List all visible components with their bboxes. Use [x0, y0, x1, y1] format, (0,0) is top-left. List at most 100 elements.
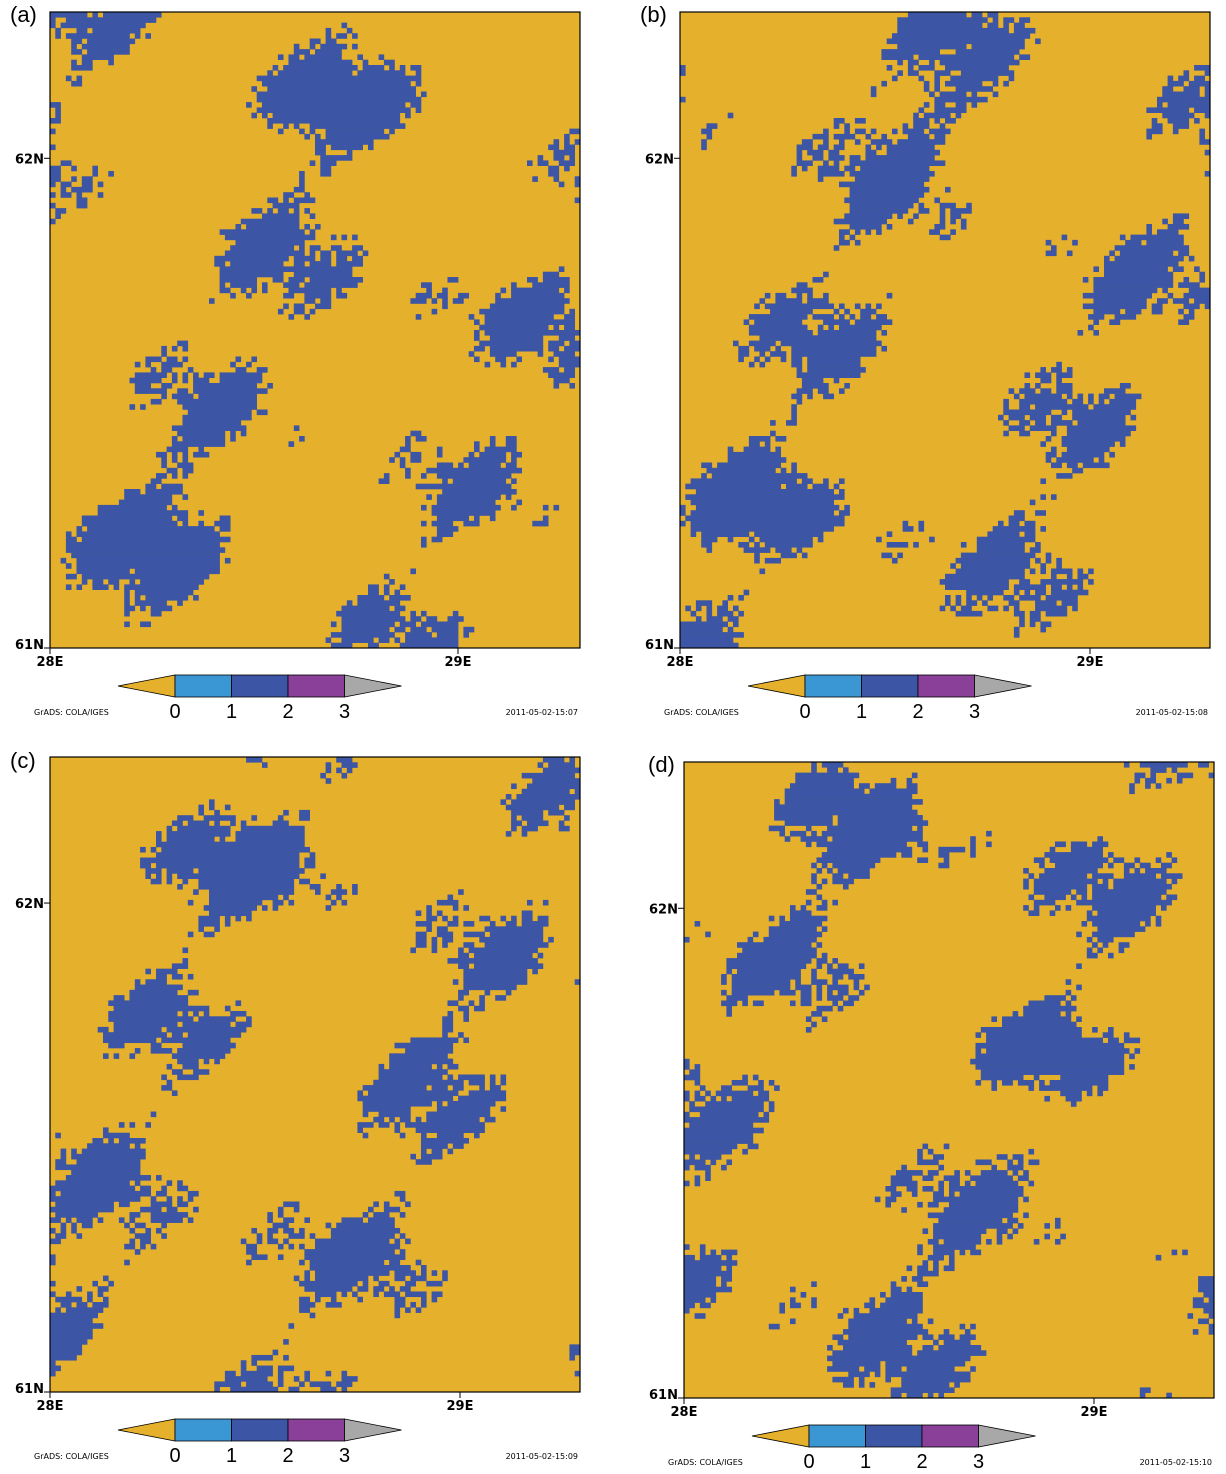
- lake-cell: [945, 600, 951, 606]
- lake-cell: [1013, 393, 1020, 400]
- lake-cell: [780, 467, 787, 474]
- lake-cell: [721, 1095, 727, 1102]
- lake-cell: [680, 510, 686, 516]
- lake-cell: [801, 165, 808, 172]
- lake-cell: [768, 931, 823, 938]
- lake-cell: [1033, 899, 1056, 906]
- lake-cell: [721, 1164, 727, 1171]
- lake-cell: [1093, 287, 1158, 294]
- lake-cell: [129, 1053, 136, 1059]
- lake-cell: [489, 345, 544, 352]
- lake-cell: [166, 873, 173, 880]
- lake-cell: [833, 123, 840, 129]
- lake-cell: [775, 298, 803, 304]
- lake-cell: [198, 510, 204, 516]
- lake-cell: [442, 936, 454, 943]
- lake-cell: [694, 1095, 706, 1102]
- lake-cell: [742, 1000, 748, 1007]
- lake-cell: [726, 963, 807, 969]
- lake-cell: [458, 1005, 469, 1012]
- lake-cell: [1028, 873, 1035, 879]
- lake-cell: [1167, 75, 1174, 82]
- lake-cell: [362, 1106, 411, 1112]
- lake-cell: [209, 899, 263, 906]
- lake-cell: [415, 314, 422, 320]
- lake-cell: [933, 1223, 1013, 1229]
- lake-cell: [378, 1063, 385, 1070]
- lake-cell: [938, 852, 950, 858]
- lake-cell: [410, 451, 422, 458]
- lake-cell: [780, 340, 882, 347]
- lake-cell: [150, 1042, 162, 1049]
- lake-cell: [421, 1296, 427, 1303]
- lake-cell: [399, 462, 406, 469]
- lake-cell: [1035, 600, 1057, 606]
- lake-cell: [336, 287, 342, 294]
- lake-cell: [971, 43, 1025, 50]
- lake-cell: [171, 1053, 226, 1059]
- lake-cell: [511, 292, 565, 299]
- lake-cell: [966, 202, 972, 209]
- plot-frame: [679, 11, 1211, 649]
- lake-cell: [960, 605, 972, 612]
- lake-cell: [288, 277, 305, 283]
- lake-cell: [436, 931, 454, 938]
- lake-cell: [1065, 1000, 1072, 1007]
- lake-cell: [1019, 430, 1031, 437]
- lake-cell: [1150, 767, 1167, 773]
- lake-cell: [1171, 1249, 1178, 1256]
- lake-cell: [913, 213, 919, 219]
- lake-cell: [55, 107, 61, 113]
- lake-cell: [50, 1344, 83, 1350]
- lake-cell: [150, 605, 173, 612]
- lake-cell: [489, 335, 544, 341]
- lake-cell: [1040, 526, 1046, 532]
- lake-cell: [108, 59, 114, 66]
- lake-cell: [897, 59, 903, 66]
- lake-cell: [177, 873, 300, 880]
- lake-cell: [410, 610, 416, 617]
- lake-cell: [844, 308, 850, 315]
- lake-cell: [71, 165, 77, 172]
- lake-cell: [1023, 1196, 1029, 1203]
- lake-cell: [828, 155, 845, 161]
- lake-cell: [277, 1376, 284, 1382]
- lake-cell: [970, 1058, 1125, 1065]
- lake-cell: [405, 473, 411, 479]
- lake-cell: [60, 186, 67, 193]
- lake-cell: [950, 229, 956, 235]
- lake-cell: [786, 483, 808, 490]
- lake-cell: [357, 1122, 374, 1128]
- lake-cell: [796, 372, 861, 378]
- lake-cell: [288, 1243, 295, 1250]
- lake-cell: [933, 1339, 939, 1346]
- lake-cell: [458, 952, 469, 959]
- lake-cell: [320, 160, 337, 166]
- lake-cell: [705, 931, 711, 938]
- lake-cell: [558, 335, 575, 341]
- lake-cell: [885, 1186, 897, 1192]
- lake-cell: [1033, 905, 1040, 911]
- lake-cell: [214, 261, 226, 267]
- lake-cell: [726, 1011, 732, 1017]
- lake-cell: [1065, 979, 1072, 985]
- lake-cell: [214, 809, 220, 816]
- lake-cell: [1029, 499, 1036, 506]
- lake-cell: [198, 926, 204, 932]
- lake-cell: [976, 547, 1025, 553]
- lake-cell: [907, 65, 914, 71]
- lake-cell: [368, 1090, 459, 1096]
- lake-cell: [346, 600, 353, 606]
- lake-cell: [812, 155, 824, 161]
- lake-cell: [463, 931, 485, 938]
- lake-cell: [816, 883, 823, 890]
- lake-cell: [768, 1323, 780, 1330]
- lake-cell: [949, 1201, 1019, 1208]
- lake-cell: [209, 804, 215, 811]
- lake-cell: [680, 637, 734, 643]
- lake-cell: [906, 777, 913, 784]
- lake-cell: [399, 1116, 411, 1123]
- lake-cell: [1044, 1233, 1050, 1240]
- lake-cell: [341, 621, 395, 628]
- lake-cell: [209, 910, 252, 917]
